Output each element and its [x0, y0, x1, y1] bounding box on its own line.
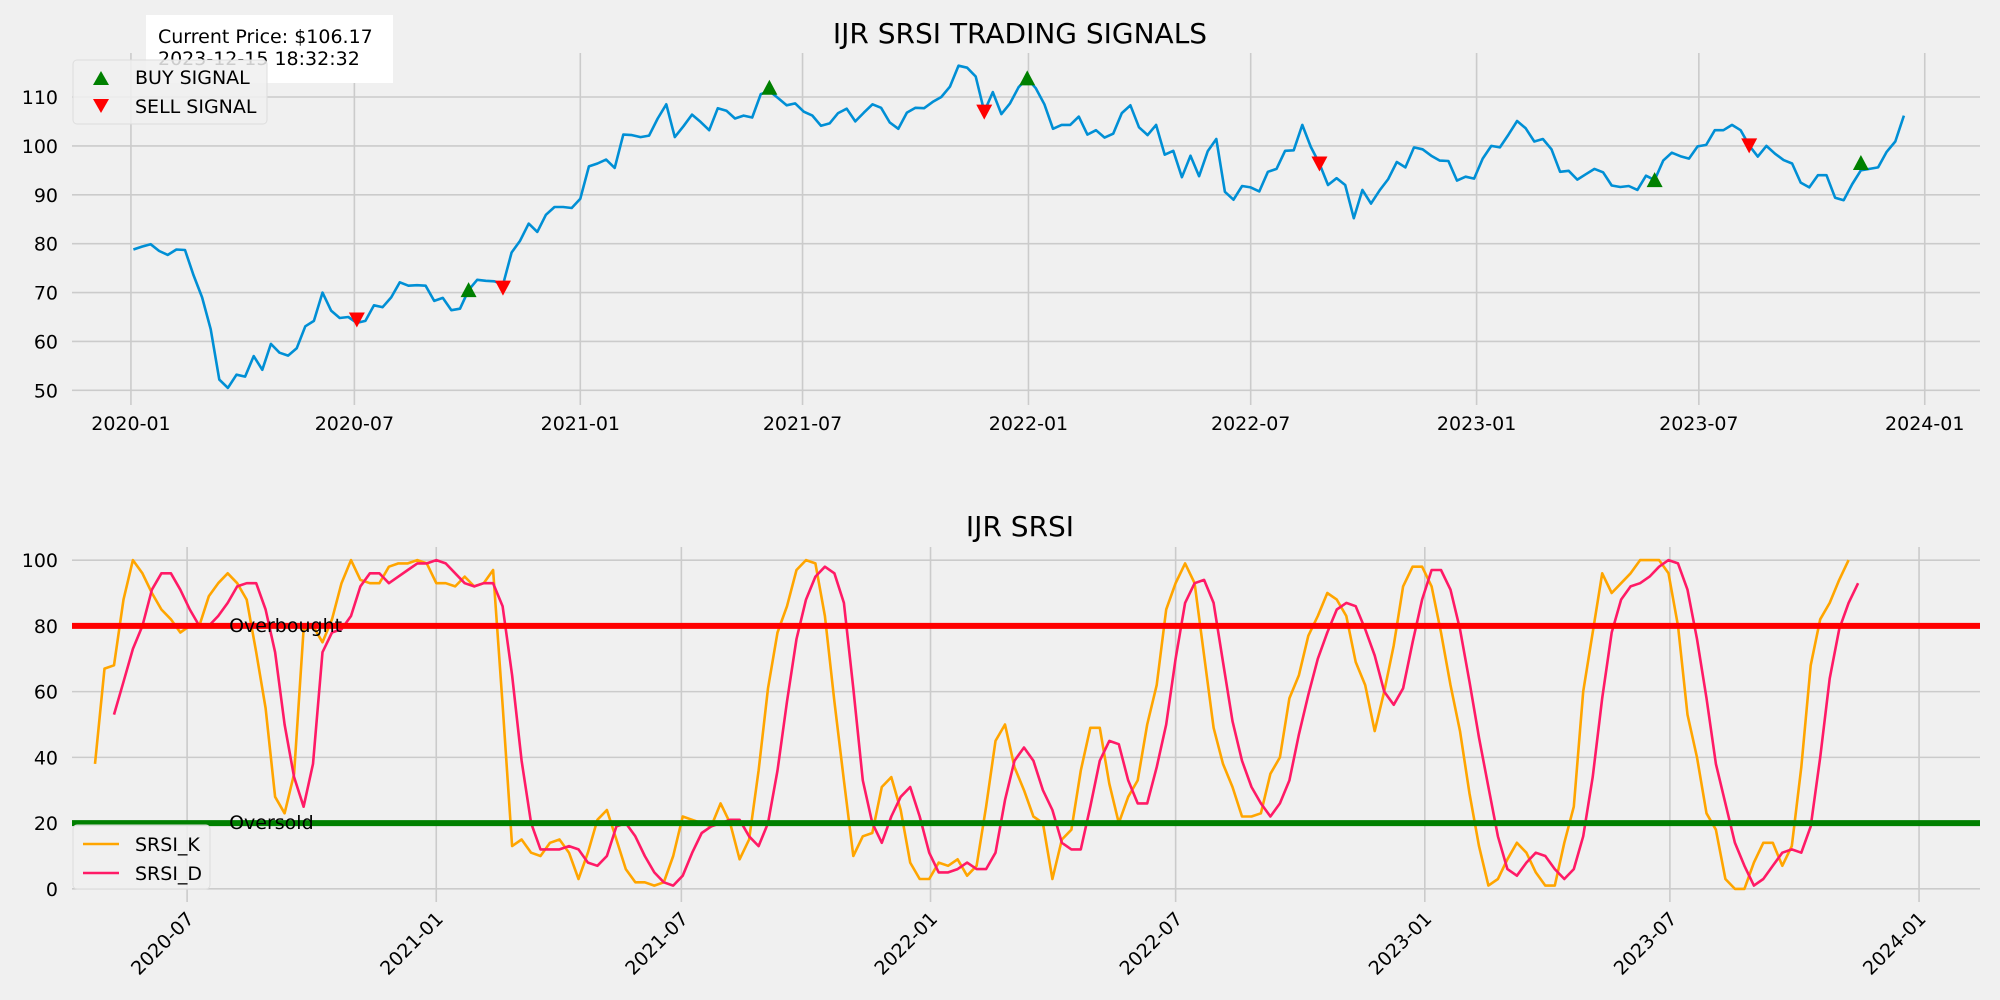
- price-y-tick-label: 100: [22, 136, 58, 158]
- buy-signal-marker: [1646, 172, 1663, 188]
- price-y-tick-label: 50: [34, 380, 58, 402]
- srsi-plot-area: [72, 547, 1980, 902]
- price-legend: BUY SIGNAL SELL SIGNAL: [72, 59, 268, 125]
- price-x-tick-label: 2022-07: [1211, 413, 1290, 435]
- srsi-d-line: [112, 558, 1860, 887]
- srsi-y-tick-label: 0: [46, 879, 58, 901]
- srsi-k-legend-label: SRSI_K: [135, 834, 200, 856]
- srsi-x-tick-label: 2022-01: [870, 908, 942, 980]
- buy-signal-legend-label: BUY SIGNAL: [135, 67, 250, 89]
- srsi-x-tick-label: 2022-07: [1115, 908, 1187, 980]
- price-x-tick-label: 2021-07: [763, 413, 842, 435]
- srsi-x-tick-label: 2021-07: [621, 908, 693, 980]
- sell-signal-legend-icon: [93, 99, 109, 113]
- price-x-tick-label: 2020-07: [315, 413, 394, 435]
- price-x-tick-label: 2021-01: [541, 413, 620, 435]
- srsi-threshold-lines: Overbought Oversold: [72, 615, 1980, 834]
- srsi-y-tick-label: 60: [34, 682, 58, 704]
- price-y-tick-label: 80: [34, 234, 58, 256]
- price-x-tick-label: 2022-01: [989, 413, 1068, 435]
- srsi-y-tick-labels: 0 20 40 60 80 100: [22, 550, 58, 901]
- price-plot-area: [72, 53, 1980, 405]
- price-grid: [72, 53, 1980, 405]
- buy-signal-marker: [761, 79, 778, 95]
- price-y-tick-label: 110: [22, 87, 58, 109]
- price-y-tick-label: 70: [34, 283, 58, 305]
- buy-signal-marker: [1019, 70, 1036, 86]
- srsi-x-tick-label: 2023-01: [1365, 908, 1437, 980]
- srsi-y-tick-label: 80: [34, 616, 58, 638]
- price-chart-title: IJR SRSI TRADING SIGNALS: [833, 17, 1207, 50]
- price-x-tick-label: 2020-01: [91, 413, 170, 435]
- srsi-series: [93, 558, 1860, 891]
- srsi-y-tick-label: 100: [22, 550, 58, 572]
- price-x-tick-label: 2023-07: [1659, 413, 1738, 435]
- price-y-tick-labels: 50 60 70 80 90 100 110: [22, 87, 58, 402]
- buy-signal-marker: [460, 282, 477, 298]
- current-price-text: Current Price: $106.17: [158, 26, 373, 48]
- srsi-legend: SRSI_K SRSI_D: [72, 824, 211, 890]
- price-series: [132, 64, 1906, 390]
- sell-signal-marker: [494, 280, 511, 296]
- buy-signal-marker: [1852, 155, 1869, 170]
- srsi-x-tick-label: 2024-01: [1859, 908, 1931, 980]
- srsi-x-tick-label: 2023-07: [1610, 908, 1682, 980]
- price-legend-box: [72, 59, 268, 125]
- current-price-annotation: Current Price: $106.17 2023-12-15 18:32:…: [146, 15, 393, 83]
- srsi-x-tick-labels: 2020-07 2021-01 2021-07 2022-01 2022-07 2023-…: [127, 908, 1931, 980]
- sell-signal-legend-label: SELL SIGNAL: [135, 96, 257, 118]
- sell-signal-marker: [1741, 138, 1758, 154]
- sell-signal-marker: [976, 104, 993, 120]
- oversold-label: Oversold: [229, 812, 314, 834]
- price-y-tick-label: 90: [34, 185, 58, 207]
- srsi-k-line: [93, 558, 1850, 891]
- srsi-y-tick-label: 40: [34, 747, 58, 769]
- sell-signal-marker: [348, 312, 365, 328]
- price-line: [132, 64, 1906, 390]
- buy-signal-legend-icon: [93, 71, 109, 85]
- signal-markers: [348, 70, 1869, 328]
- price-y-tick-label: 60: [34, 331, 58, 353]
- srsi-d-legend-label: SRSI_D: [135, 863, 202, 885]
- srsi-chart-title: IJR SRSI: [966, 510, 1074, 543]
- overbought-label: Overbought: [229, 615, 342, 637]
- srsi-y-tick-label: 20: [34, 813, 58, 835]
- srsi-x-tick-label: 2021-01: [376, 908, 448, 980]
- price-x-tick-label: 2023-01: [1437, 413, 1516, 435]
- price-x-tick-labels: 2020-01 2020-07 2021-01 2021-07 2022-01 2022-…: [91, 413, 1964, 435]
- srsi-x-tick-label: 2020-07: [127, 908, 199, 980]
- price-x-tick-label: 2024-01: [1885, 413, 1964, 435]
- srsi-chart: 0 20 40 60 80 100 2020-07 2021-01 2021-07 2022-0…: [22, 510, 1980, 980]
- sell-signal-marker: [1311, 156, 1328, 172]
